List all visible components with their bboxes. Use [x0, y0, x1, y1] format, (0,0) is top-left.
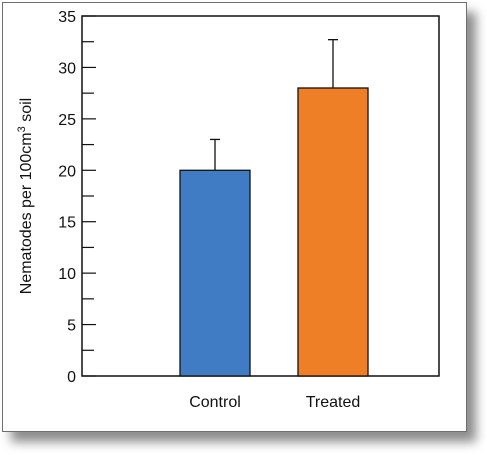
y-axis-title-main: Nematodes per 100cm — [18, 132, 35, 294]
x-tick-label-control: Control — [189, 394, 241, 411]
bar-control — [179, 169, 251, 377]
y-tick-label: 10 — [58, 266, 76, 283]
y-tick-label: 30 — [58, 60, 76, 77]
x-tick-label-treated: Treated — [306, 394, 361, 411]
plot-frame — [81, 15, 440, 377]
y-axis-title-superscript: 3 — [16, 126, 28, 132]
y-axis-title: Nematodes per 100cm3 soil — [16, 98, 35, 294]
y-tick-label: 0 — [67, 369, 76, 386]
y-tick-label: 20 — [58, 163, 76, 180]
bar-treated — [297, 87, 369, 377]
y-axis-title-suffix: soil — [18, 98, 35, 126]
bar-chart: 0 5 10 15 20 25 30 35 Control Treated Nematodes … — [16, 9, 440, 411]
y-tick-label: 5 — [67, 318, 76, 335]
y-tick-label: 35 — [58, 9, 76, 26]
y-tick-label: 15 — [58, 215, 76, 232]
chart-card: 0 5 10 15 20 25 30 35 Control Treated Nematodes … — [2, 2, 467, 432]
y-tick-label: 25 — [58, 112, 76, 129]
